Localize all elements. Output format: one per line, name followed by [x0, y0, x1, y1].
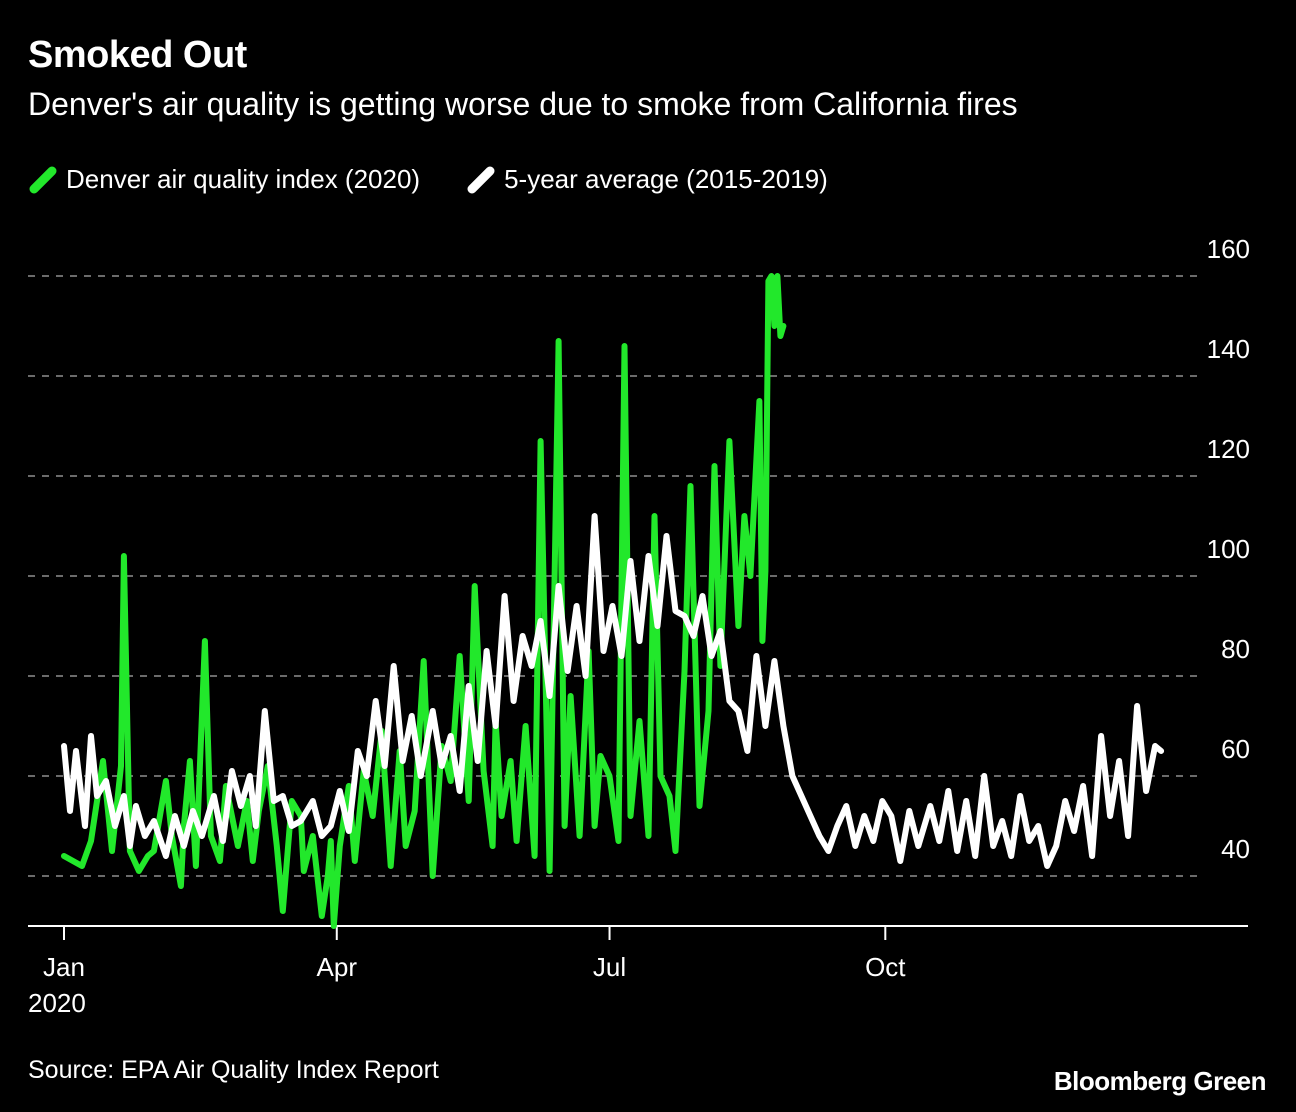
x-tick-label-apr: Apr [317, 952, 358, 982]
x-tick-sublabel-year: 2020 [28, 988, 86, 1018]
chart-title: Smoked Out [28, 34, 247, 76]
x-tick-label-jan: Jan [43, 952, 85, 982]
legend-item-average: 5-year average (2015-2019) [466, 164, 828, 195]
y-tick-label-100: 100 [1207, 534, 1250, 564]
brand-logo: Bloomberg Green [1053, 1066, 1267, 1096]
legend-item-denver: Denver air quality index (2020) [28, 164, 420, 195]
source-note: Source: EPA Air Quality Index Report [28, 1056, 439, 1084]
x-tick-label-oct: Oct [865, 952, 906, 982]
y-tick-label-60: 60 [1221, 734, 1250, 764]
x-tick-label-jul: Jul [593, 952, 626, 982]
legend: Denver air quality index (2020) 5-year a… [28, 164, 874, 195]
y-tick-label-160: 160 [1207, 234, 1250, 264]
y-tick-label-140: 140 [1207, 334, 1250, 364]
y-tick-label-40: 40 [1221, 834, 1250, 864]
y-tick-label-80: 80 [1221, 634, 1250, 664]
legend-swatch-denver [29, 166, 57, 193]
y-tick-label-120: 120 [1207, 434, 1250, 464]
series-line-5-year-average [61, 513, 1165, 869]
legend-swatch-average [467, 166, 495, 193]
chart-subtitle: Denver's air quality is getting worse du… [28, 86, 1018, 122]
legend-label-average: 5-year average (2015-2019) [504, 164, 828, 194]
legend-label-denver: Denver air quality index (2020) [66, 164, 421, 194]
